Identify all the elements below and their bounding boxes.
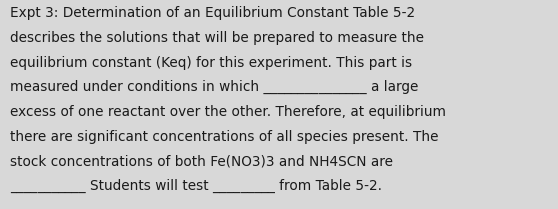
Text: there are significant concentrations of all species present. The: there are significant concentrations of … bbox=[10, 130, 439, 144]
Text: excess of one reactant over the other. Therefore, at equilibrium: excess of one reactant over the other. T… bbox=[10, 105, 446, 119]
Text: stock concentrations of both Fe(NO3)3 and NH4SCN are: stock concentrations of both Fe(NO3)3 an… bbox=[10, 154, 393, 168]
Text: equilibrium constant (Keq) for this experiment. This part is: equilibrium constant (Keq) for this expe… bbox=[10, 56, 412, 70]
Text: describes the solutions that will be prepared to measure the: describes the solutions that will be pre… bbox=[10, 31, 424, 45]
Text: measured under conditions in which _______________ a large: measured under conditions in which _____… bbox=[10, 80, 418, 94]
Text: ___________ Students will test _________ from Table 5-2.: ___________ Students will test _________… bbox=[10, 179, 382, 193]
Text: Expt 3: Determination of an Equilibrium Constant Table 5-2: Expt 3: Determination of an Equilibrium … bbox=[10, 6, 415, 20]
